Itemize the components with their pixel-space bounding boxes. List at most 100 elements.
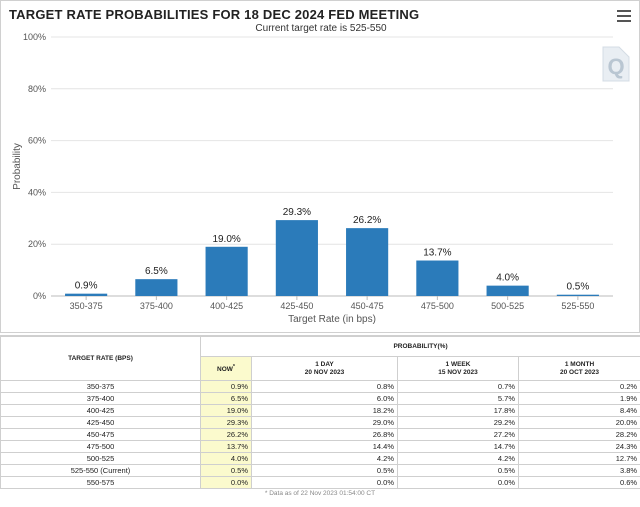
y-axis-title: Probability [12,143,23,190]
data-timestamp-footnote: * Data as of 22 Nov 2023 01:54:00 CT [264,490,376,497]
bar-425-450 [275,220,318,296]
now-cell: 0.0% [200,476,252,489]
now-cell: 4.0% [200,452,252,465]
bar-475-500 [416,260,459,296]
x-tick-label-450-475: 450-475 [351,301,384,311]
q-logo-icon: Q [602,46,630,82]
x-tick-label-475-500: 475-500 [421,301,454,311]
data-label-400-425: 19.0% [212,234,240,245]
table-row: 375-400 6.5% 6.0% 5.7% 1.9% [0,392,640,405]
table-row: 425-450 29.3% 29.0% 29.2% 20.0% [0,416,640,429]
one-month-cell: 12.7% [517,452,640,465]
one-day-cell: 18.2% [251,404,398,417]
table-row: 350-375 0.9% 0.8% 0.7% 0.2% [0,380,640,393]
one-week-cell: 4.2% [397,452,519,465]
rate-cell: 425-450 [0,416,201,429]
table-row: 450-475 26.2% 26.8% 27.2% 28.2% [0,428,640,441]
rate-cell: 450-475 [0,428,201,441]
one-month-cell: 0.6% [517,476,640,489]
one-week-cell: 14.7% [397,440,519,453]
bar-375-400 [135,279,178,296]
now-cell: 13.7% [200,440,252,453]
now-cell: 26.2% [200,428,252,441]
column-header-now: NOW* [200,356,252,381]
rate-cell: 500-525 [0,452,201,465]
x-tick-label-425-450: 425-450 [280,301,313,311]
rate-cell: 350-375 [0,380,201,393]
y-tick-label: 80% [28,84,46,94]
y-tick-label: 40% [28,187,46,197]
bar-chart: 0% 20% 40% 60% 80% 100% Probability 0.9% 350-375… [12,32,613,325]
column-header-1-day: 1 DAY 20 NOV 2023 [251,356,398,381]
one-month-cell: 24.3% [517,440,640,453]
rate-cell: 400-425 [0,404,201,417]
data-label-500-525: 4.0% [496,273,519,284]
now-cell: 29.3% [200,416,252,429]
probability-table-panel: TARGET RATE (BPS) PROBABILITY(%) NOW* 1 D… [0,335,640,507]
one-day-cell: 0.0% [251,476,398,489]
one-month-cell: 3.8% [517,464,640,477]
bar-400-425 [205,246,248,296]
rate-cell: 550-575 [0,476,201,489]
table-row: 475-500 13.7% 14.4% 14.7% 24.3% [0,440,640,453]
column-label: 1 WEEK [445,360,471,368]
rate-cell: 525-550 (Current) [0,464,201,477]
column-date: 20 OCT 2023 [560,368,600,376]
data-label-525-550: 0.5% [566,282,589,293]
chart-subtitle: Current target rate is 525-550 [255,23,387,34]
x-tick-label-375-400: 375-400 [140,301,173,311]
bar-350-375 [65,293,108,296]
one-day-cell: 14.4% [251,440,398,453]
one-day-cell: 26.8% [251,428,398,441]
column-date: 20 NOV 2023 [304,368,345,376]
column-header-1-month: 1 MONTH 20 OCT 2023 [517,356,640,381]
one-day-cell: 4.2% [251,452,398,465]
now-cell: 19.0% [200,404,252,417]
column-label: 1 MONTH [564,360,595,368]
one-month-cell: 8.4% [517,404,640,417]
one-week-cell: 17.8% [397,404,519,417]
x-tick-label-350-375: 350-375 [70,301,103,311]
bar-525-550 [556,294,599,296]
column-header-1-week: 1 WEEK 15 NOV 2023 [397,356,519,381]
data-label-475-500: 13.7% [423,248,451,259]
y-tick-label: 100% [23,32,46,42]
table-row: 400-425 19.0% 18.2% 17.8% 8.4% [0,404,640,417]
svg-text:Q: Q [607,54,624,79]
one-month-cell: 20.0% [517,416,640,429]
rate-column-header: TARGET RATE (BPS) [0,336,201,381]
x-tick-label-400-425: 400-425 [210,301,243,311]
probability-table: TARGET RATE (BPS) PROBABILITY(%) NOW* 1 D… [0,336,640,489]
one-week-cell: 27.2% [397,428,519,441]
one-month-cell: 1.9% [517,392,640,405]
table-row: 550-575 0.0% 0.0% 0.0% 0.6% [0,476,640,489]
table-row: 500-525 4.0% 4.2% 4.2% 12.7% [0,452,640,465]
y-tick-label: 20% [28,239,46,249]
one-week-cell: 0.0% [397,476,519,489]
rate-cell: 375-400 [0,392,201,405]
probability-column-header: PROBABILITY(%) [199,336,640,357]
column-footnote-mark: * [232,363,235,370]
one-week-cell: 29.2% [397,416,519,429]
column-date: 15 NOV 2023 [438,368,478,376]
rate-cell: 475-500 [0,440,201,453]
hamburger-menu-icon[interactable] [617,10,631,22]
one-day-cell: 0.8% [251,380,398,393]
one-day-cell: 0.5% [251,464,398,477]
data-label-450-475: 26.2% [353,215,381,226]
x-axis-title: Target Rate (in bps) [288,314,376,325]
now-cell: 0.5% [200,464,252,477]
x-tick-label-525-550: 525-550 [561,301,594,311]
one-week-cell: 0.7% [397,380,519,393]
y-tick-label: 0% [33,291,46,301]
one-day-cell: 29.0% [251,416,398,429]
data-label-375-400: 6.5% [145,266,168,277]
x-tick-label-500-525: 500-525 [491,301,524,311]
chart-title: TARGET RATE PROBABILITIES FOR 18 DEC 202… [9,7,420,22]
bar-500-525 [486,285,529,296]
one-month-cell: 0.2% [517,380,640,393]
y-tick-label: 60% [28,136,46,146]
now-cell: 6.5% [200,392,252,405]
chart-panel: 0% 20% 40% 60% 80% 100% Probability 0.9% 350-375… [0,0,640,333]
data-label-425-450: 29.3% [283,207,311,218]
